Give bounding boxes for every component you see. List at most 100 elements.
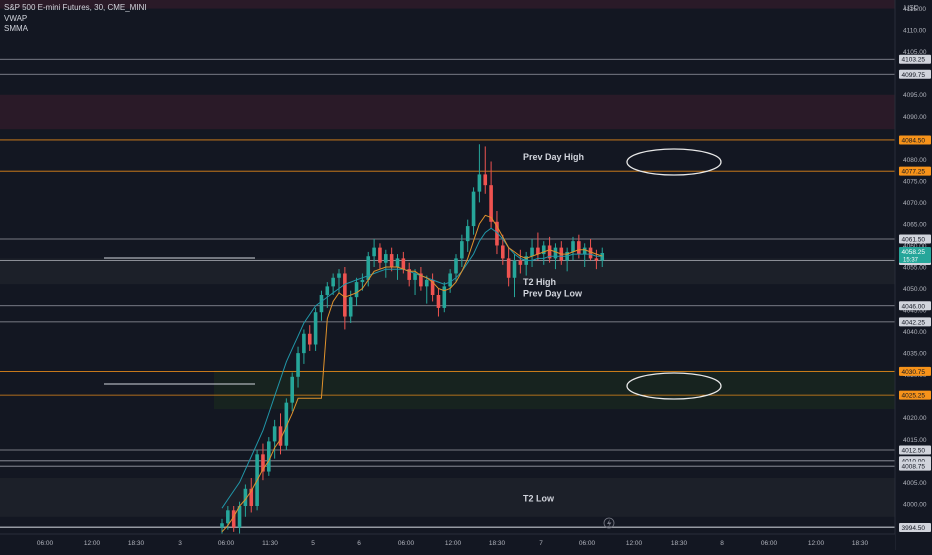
- time-axis[interactable]: 06:00 12:00 18:30 3 06:00 11:30 5 6 06:00 12:00 18…: [0, 517, 895, 550]
- level-price-tag[interactable]: [899, 166, 931, 176]
- candle-body[interactable]: [389, 254, 394, 267]
- candle-body[interactable]: [600, 253, 605, 261]
- candle-body[interactable]: [419, 273, 423, 287]
- candle-body[interactable]: [530, 247, 534, 257]
- candle-body[interactable]: [495, 221, 499, 246]
- price-tick-label: 4035.00: [903, 351, 927, 358]
- level-price-tag[interactable]: [899, 390, 931, 400]
- time-tick-label: 12:00: [808, 540, 825, 547]
- price-tick-label: 4060.00: [903, 243, 927, 250]
- candle-body[interactable]: [267, 441, 271, 472]
- drawn-ellipse[interactable]: [626, 148, 722, 176]
- candle-body[interactable]: [471, 191, 476, 227]
- candle-body[interactable]: [366, 256, 371, 280]
- price-tick-label: 4020.00: [903, 415, 927, 422]
- candle-body[interactable]: [465, 226, 470, 242]
- candle-body[interactable]: [506, 258, 511, 278]
- level-price-tag[interactable]: [899, 234, 931, 244]
- candle-body[interactable]: [319, 294, 324, 313]
- vwap-line[interactable]: [221, 227, 603, 509]
- candle-body[interactable]: [337, 273, 341, 278]
- level-price-tag[interactable]: [899, 54, 931, 64]
- candle-body[interactable]: [588, 247, 593, 259]
- indicators-layer: [221, 214, 603, 533]
- candle-body[interactable]: [594, 258, 599, 261]
- last-price-label: 4058.25: [902, 249, 926, 256]
- candle-body[interactable]: [401, 258, 406, 270]
- candle-body[interactable]: [582, 247, 587, 255]
- candles-layer[interactable]: [220, 144, 605, 537]
- candle-body[interactable]: [442, 286, 447, 308]
- candle-body[interactable]: [237, 506, 242, 528]
- candle-body[interactable]: [395, 258, 400, 267]
- candle-body[interactable]: [313, 312, 318, 345]
- indicator-vwap[interactable]: VWAP: [4, 13, 28, 23]
- level-price-tag[interactable]: [899, 301, 931, 311]
- candle-body[interactable]: [536, 247, 540, 255]
- level-price-tag[interactable]: [899, 69, 931, 79]
- candle-body[interactable]: [547, 245, 552, 259]
- candle-body[interactable]: [553, 247, 558, 259]
- symbol-title[interactable]: S&P 500 E-mini Futures, 30, CME_MINI: [4, 3, 147, 12]
- candle-body[interactable]: [571, 241, 575, 252]
- candle-body[interactable]: [226, 510, 230, 524]
- last-price-tag[interactable]: [899, 247, 931, 264]
- candle-body[interactable]: [483, 174, 488, 186]
- annotation-label: T2 Low: [523, 493, 555, 503]
- candle-body[interactable]: [477, 174, 482, 192]
- level-price-tag[interactable]: [899, 366, 931, 376]
- candle-body[interactable]: [407, 269, 411, 280]
- candle-body[interactable]: [307, 333, 312, 345]
- candle-body[interactable]: [272, 426, 277, 442]
- candle-body[interactable]: [331, 277, 335, 287]
- candle-body[interactable]: [384, 254, 388, 263]
- candle-body[interactable]: [360, 279, 365, 283]
- lightning-icon[interactable]: [603, 517, 615, 529]
- zone-band: [0, 0, 895, 9]
- candle-body[interactable]: [243, 488, 248, 507]
- candle-body[interactable]: [302, 333, 306, 354]
- candle-body[interactable]: [448, 273, 452, 287]
- candle-body[interactable]: [325, 286, 330, 295]
- candle-body[interactable]: [430, 279, 435, 295]
- level-price-label: 4046.00: [902, 303, 926, 310]
- candle-body[interactable]: [460, 241, 464, 259]
- candle-body[interactable]: [249, 488, 254, 507]
- level-price-label: 4077.25: [902, 169, 926, 176]
- level-price-tag[interactable]: [899, 135, 931, 145]
- candle-body[interactable]: [220, 523, 224, 528]
- candle-body[interactable]: [261, 454, 265, 472]
- candle-body[interactable]: [489, 185, 493, 222]
- candle-body[interactable]: [372, 247, 376, 257]
- price-axis[interactable]: USD4115.004110.004105.004100.004095.0040…: [894, 0, 932, 550]
- candle-body[interactable]: [501, 245, 505, 259]
- drawn-ellipse[interactable]: [626, 372, 722, 400]
- indicator-smma[interactable]: SMMA: [4, 24, 28, 33]
- candle-body[interactable]: [454, 258, 458, 274]
- price-tick-label: 4015.00: [903, 437, 927, 444]
- level-price-tag[interactable]: [899, 523, 931, 533]
- annotation-label: T2 High: [523, 277, 556, 287]
- level-price-tag[interactable]: [899, 445, 931, 455]
- candle-body[interactable]: [354, 282, 359, 298]
- smma-line[interactable]: [221, 214, 603, 533]
- candle-body[interactable]: [378, 247, 382, 263]
- candle-body[interactable]: [278, 426, 283, 446]
- candle-body[interactable]: [296, 353, 300, 377]
- level-price-tag[interactable]: [899, 461, 931, 471]
- candle-body[interactable]: [413, 273, 417, 280]
- candle-body[interactable]: [348, 297, 353, 317]
- level-price-tag[interactable]: [899, 317, 931, 327]
- candle-body[interactable]: [284, 402, 289, 446]
- candle-body[interactable]: [512, 260, 517, 278]
- candle-body[interactable]: [541, 245, 546, 255]
- candle-body[interactable]: [290, 376, 294, 403]
- candle-body[interactable]: [343, 273, 347, 317]
- candle-body[interactable]: [518, 260, 523, 265]
- candle-body[interactable]: [231, 510, 236, 528]
- candle-body[interactable]: [436, 294, 441, 308]
- candle-body[interactable]: [577, 241, 581, 255]
- candle-body[interactable]: [424, 279, 429, 287]
